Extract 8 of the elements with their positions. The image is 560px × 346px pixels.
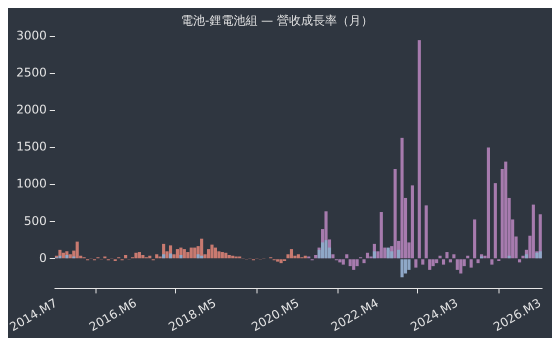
y-tick-label: 1500	[16, 140, 47, 154]
y-tick-label: 500	[24, 214, 47, 228]
y-tick-label: 2500	[16, 66, 47, 80]
y-tick-label: 1000	[16, 176, 47, 191]
y-tick-label: 3000	[16, 28, 47, 43]
y-tick-label: 2000	[16, 102, 47, 117]
y-tick-label: 0	[39, 250, 47, 265]
chart-title: 電池-鋰電池組 — 營收成長率（月）	[181, 13, 373, 28]
